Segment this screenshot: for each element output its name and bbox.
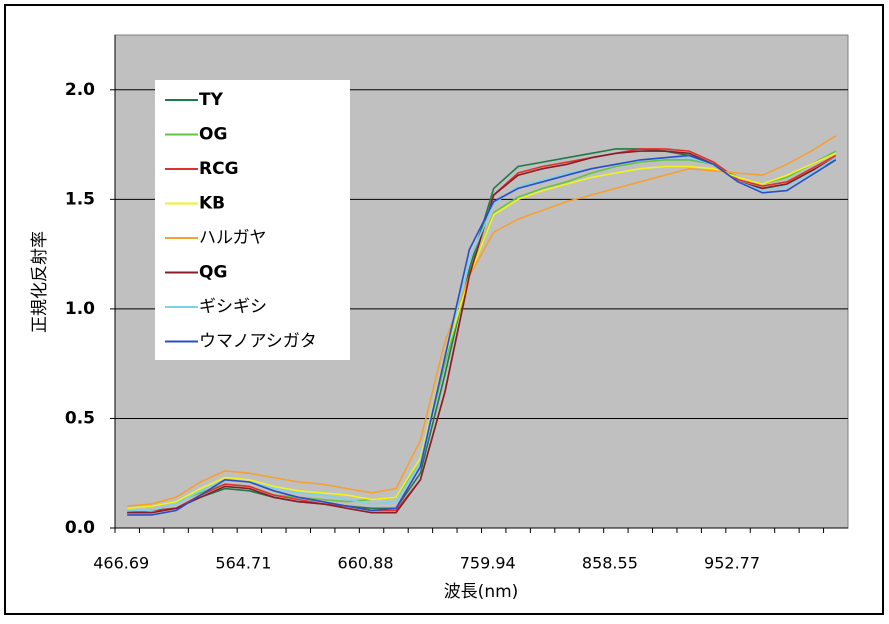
- series-line: [127, 135, 837, 507]
- legend-label: RCG: [199, 159, 239, 179]
- y-axis-label: 正規化反射率: [30, 231, 50, 333]
- legend-label: QG: [199, 263, 227, 283]
- legend-box: [155, 80, 350, 360]
- x-axis-label: 波長(nm): [444, 582, 519, 602]
- legend-label: ウマノアシガタ: [199, 332, 317, 352]
- y-tick-label: 0.0: [65, 518, 95, 538]
- legend-label: ギシギシ: [199, 297, 267, 317]
- y-tick-label: 1.5: [65, 189, 95, 209]
- y-tick-label: 1.0: [65, 299, 95, 319]
- legend-label: TY: [199, 90, 224, 110]
- y-tick-label: 2.0: [65, 80, 95, 100]
- y-tick-label: 0.5: [65, 408, 95, 428]
- legend-label: OG: [199, 125, 227, 145]
- legend-label: ハルガヤ: [199, 228, 267, 248]
- series-line: [127, 152, 837, 510]
- x-tick-label: 466.69: [93, 554, 149, 573]
- x-tick-label: 858.55: [582, 554, 638, 573]
- legend-label: KB: [199, 194, 225, 214]
- x-tick-label: 564.71: [215, 554, 271, 573]
- x-tick-label: 759.94: [460, 554, 516, 573]
- series-line: [127, 154, 837, 516]
- x-tick-label: 952.77: [704, 554, 760, 573]
- x-tick-label: 660.88: [338, 554, 394, 573]
